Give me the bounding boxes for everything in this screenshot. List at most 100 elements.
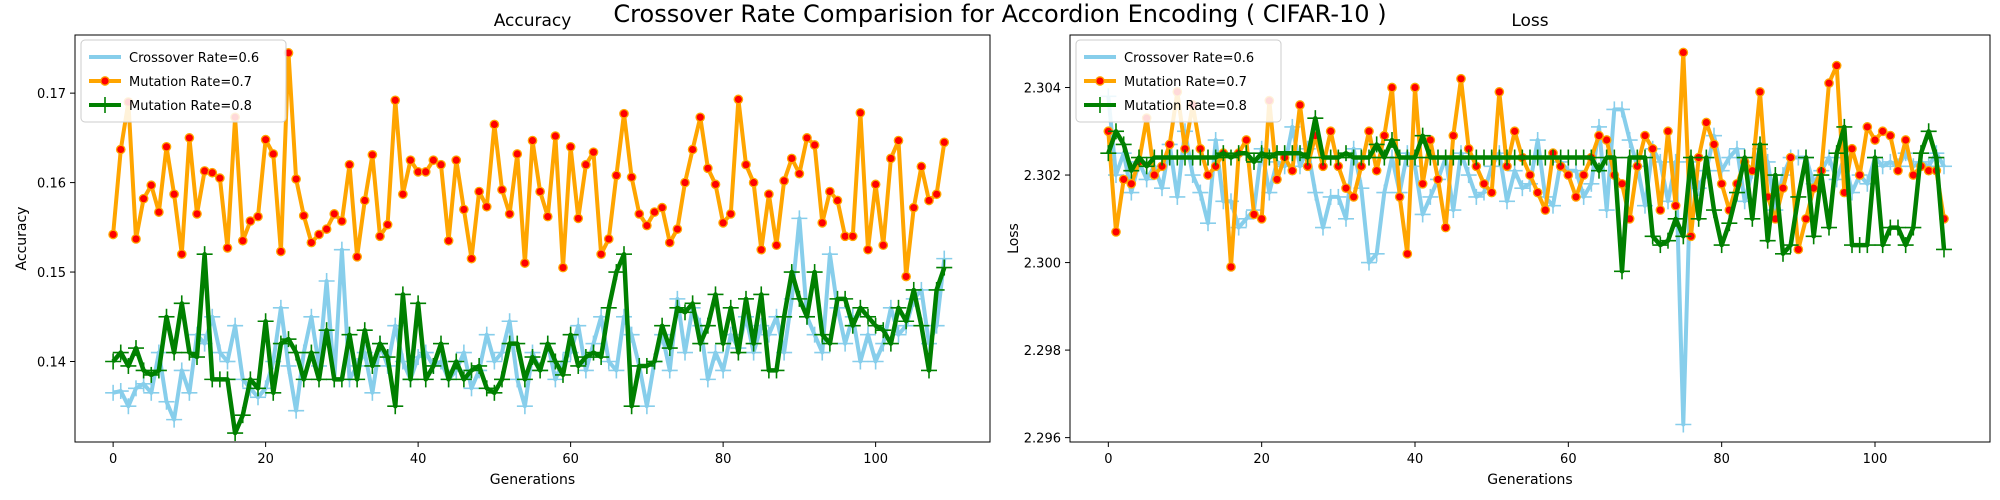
data-point-mutation08 <box>471 357 488 374</box>
data-point-mutation08 <box>1215 145 1232 162</box>
data-point-mutation07 <box>154 207 164 217</box>
data-point-mutation08 <box>852 299 869 316</box>
data-point-mutation08 <box>547 353 564 370</box>
data-point-mutation07 <box>520 258 530 268</box>
data-point-mutation08 <box>1591 162 1607 179</box>
data-point-mutation07 <box>1647 143 1658 154</box>
data-point-mutation07 <box>825 186 835 197</box>
data-point-mutation07 <box>581 159 591 170</box>
data-point-mutation08 <box>105 353 122 370</box>
data-point-mutation07 <box>1785 152 1796 163</box>
data-point-mutation08 <box>463 362 480 379</box>
data-point-mutation07 <box>710 179 721 190</box>
data-point-mutation08 <box>555 366 571 383</box>
data-point-mutation08 <box>227 425 244 442</box>
data-point-mutation08 <box>150 362 167 379</box>
data-point-crossover <box>608 362 625 379</box>
data-point-mutation07 <box>634 209 645 219</box>
data-point-mutation08 <box>539 335 556 352</box>
data-point-mutation08 <box>509 335 526 352</box>
data-point-mutation07 <box>1364 126 1374 137</box>
data-point-crossover <box>715 362 732 379</box>
data-point-mutation08 <box>882 335 899 352</box>
data-point-mutation07 <box>359 195 370 206</box>
data-point-mutation07 <box>1532 187 1543 198</box>
y-tick-label: 2.302 <box>1024 169 1061 184</box>
data-point-mutation08 <box>1667 210 1684 227</box>
data-point-mutation07 <box>1241 135 1252 145</box>
data-point-mutation07 <box>459 204 469 215</box>
data-point-mutation07 <box>1862 122 1873 132</box>
data-point-mutation07 <box>382 219 393 230</box>
data-point-mutation08 <box>837 290 854 307</box>
data-point-mutation07 <box>176 249 187 260</box>
y-tick-label: 2.300 <box>1024 257 1061 272</box>
data-point-crossover <box>638 398 655 415</box>
data-point-mutation08 <box>387 398 404 415</box>
data-point-mutation08 <box>905 281 922 298</box>
data-point-mutation07 <box>481 201 492 212</box>
data-point-crossover <box>288 402 305 419</box>
data-point-mutation07 <box>352 251 362 262</box>
y-tick-label: 0.15 <box>37 266 66 281</box>
data-point-crossover <box>105 384 122 401</box>
data-point-mutation07 <box>161 141 172 152</box>
data-point-mutation07 <box>138 193 149 204</box>
data-point-mutation08 <box>791 290 808 307</box>
data-point-mutation07 <box>115 144 126 155</box>
figure-suptitle: Crossover Rate Comparision for Accordion… <box>613 0 1387 28</box>
data-point-mutation07 <box>268 149 279 159</box>
data-point-crossover <box>166 411 183 428</box>
data-point-mutation08 <box>669 299 686 316</box>
data-point-mutation08 <box>158 308 175 325</box>
data-point-mutation08 <box>1913 145 1929 162</box>
data-point-crossover <box>677 344 693 361</box>
data-point-mutation07 <box>1287 165 1298 176</box>
data-point-crossover <box>1414 206 1431 223</box>
data-point-mutation07 <box>451 155 462 166</box>
data-point-mutation07 <box>1295 100 1305 110</box>
data-point-crossover <box>143 384 160 401</box>
data-point-mutation08 <box>1131 149 1147 166</box>
data-point-mutation07 <box>1448 130 1459 141</box>
data-point-mutation07 <box>253 211 263 222</box>
data-point-mutation07 <box>893 135 904 146</box>
data-point-mutation07 <box>886 153 896 164</box>
data-point-mutation07 <box>809 140 820 150</box>
data-point-mutation07 <box>771 240 782 251</box>
data-point-mutation08 <box>1905 219 1922 236</box>
data-point-mutation08 <box>1690 210 1707 227</box>
data-point-crossover <box>135 375 152 392</box>
data-point-mutation08 <box>890 299 907 316</box>
data-point-crossover <box>211 344 228 361</box>
data-point-crossover <box>661 362 678 379</box>
data-point-mutation08 <box>1407 149 1423 166</box>
data-point-crossover <box>547 371 564 388</box>
data-point-mutation07 <box>420 167 431 177</box>
data-point-crossover <box>1207 132 1224 149</box>
data-point-mutation08 <box>844 317 861 334</box>
data-point-mutation08 <box>692 335 709 352</box>
data-point-mutation08 <box>654 317 671 334</box>
data-point-mutation08 <box>1813 167 1830 184</box>
data-point-mutation07 <box>1371 165 1382 176</box>
data-point-mutation07 <box>1755 87 1765 97</box>
data-point-mutation07 <box>779 175 789 186</box>
data-point-mutation07 <box>1824 78 1834 88</box>
data-point-crossover <box>1192 184 1209 201</box>
plot-area-accuracy <box>105 48 953 442</box>
legend-box <box>80 39 287 123</box>
y-axis-label-loss: Loss <box>1006 223 1022 254</box>
data-point-mutation08 <box>303 344 320 361</box>
data-point-crossover <box>1614 101 1630 118</box>
chart-accuracy: Accuracy 0 20 40 60 80 100 0.14 0.15 0.16 0.17 Gene… <box>14 11 991 488</box>
data-point-crossover <box>1169 188 1186 205</box>
data-point-mutation07 <box>741 159 751 170</box>
data-point-mutation08 <box>707 286 724 303</box>
data-point-mutation08 <box>280 331 297 348</box>
data-point-crossover <box>707 344 724 361</box>
data-point-mutation07 <box>664 237 675 248</box>
data-point-mutation07 <box>237 235 248 246</box>
y-tick-label: 2.298 <box>1024 344 1061 359</box>
data-point-mutation08 <box>1660 232 1676 249</box>
